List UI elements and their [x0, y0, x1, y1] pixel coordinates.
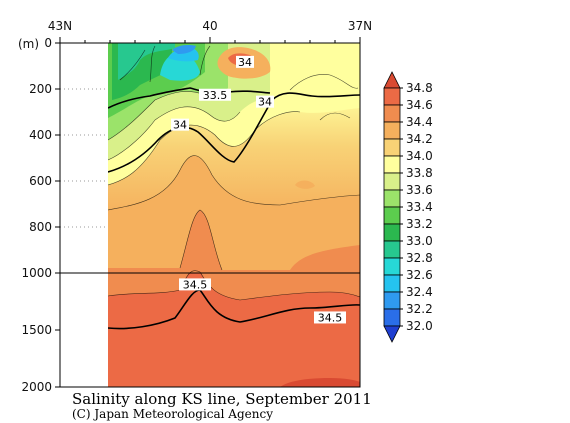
contour-label-bg	[179, 278, 211, 291]
colorbar-top-arrow	[383, 71, 401, 89]
contour-thin-3	[108, 111, 301, 186]
chart-title: Salinity along KS line, September 2011	[72, 390, 372, 408]
contour-thin-6	[108, 270, 360, 301]
colorbar-box	[383, 138, 401, 157]
band-34-8-deep	[280, 378, 360, 387]
contour-thin-11	[319, 112, 351, 121]
y-tick-label: 400	[29, 128, 52, 142]
contour-label: 33.5	[203, 89, 228, 102]
colorbar-label: 33.0	[406, 234, 433, 248]
colorbar-box	[383, 87, 401, 106]
colorbar-label: 33.4	[406, 200, 433, 214]
contour-label: 34	[238, 56, 252, 69]
gridlines	[60, 88, 108, 228]
contour-33-5	[108, 87, 271, 109]
y-tick-label: 1000	[21, 266, 52, 280]
contour-thin-4	[108, 155, 360, 211]
y-tick-label: 800	[29, 220, 52, 234]
band-34-6	[108, 210, 360, 273]
colorbar-box	[383, 223, 401, 242]
contour-label: 34	[173, 119, 187, 132]
contour-thin-9	[199, 45, 211, 76]
contour-label-bg	[236, 55, 254, 68]
colorbar-box	[383, 206, 401, 225]
colorbar-box	[383, 189, 401, 208]
contour-thin-lines	[108, 45, 360, 301]
contour-34-0	[108, 92, 360, 173]
colorbar-label: 32.2	[406, 302, 433, 316]
colorbar-label: 32.6	[406, 268, 433, 282]
band-34-4-patch	[295, 180, 315, 189]
colorbar-box	[383, 172, 401, 191]
band-34-6-deep	[108, 270, 360, 300]
contour-label-bg	[171, 118, 189, 131]
colorbar-box	[383, 291, 401, 310]
colorbar-box	[383, 308, 401, 327]
y-axis: 0 200 400 600 800 1000 1500 2000	[21, 36, 60, 394]
band-32-4	[172, 45, 196, 54]
x-tick-label: 37N	[348, 19, 372, 33]
colorbar-box	[383, 155, 401, 174]
y-axis-unit: (m)	[18, 37, 39, 51]
y-tick-label: 200	[29, 82, 52, 96]
y-tick-label: 600	[29, 174, 52, 188]
contour-thin-7	[119, 49, 146, 81]
contour-label: 34.5	[318, 311, 343, 324]
x-axis: 43N 40 37N	[48, 19, 372, 43]
colorbar-label: 32.8	[406, 251, 433, 265]
colorbar-label: 33.6	[406, 183, 433, 197]
colorbar-label: 34.4	[406, 115, 433, 129]
colorbar-box	[383, 104, 401, 123]
contour-thin-5	[179, 209, 223, 271]
contour-thin-1	[108, 91, 206, 141]
contour-label: 34.5	[183, 278, 208, 291]
band-34-4	[108, 155, 360, 273]
colorbar-label: 33.2	[406, 217, 433, 231]
colorbar-box	[383, 121, 401, 140]
colorbar-label: 34.2	[406, 132, 433, 146]
colorbar-label: 32.0	[406, 319, 433, 333]
colorbar-box	[383, 240, 401, 259]
y-tick-label: 0	[44, 36, 52, 50]
colorbar: 32.0 32.2 32.4 32.6 32.8 33.0 33.2 33.4 33.6 33.8…	[383, 71, 433, 343]
contour-label: 34	[258, 96, 272, 109]
contour-thin-8	[149, 45, 156, 83]
salinity-field	[108, 43, 360, 387]
chart-credit: (C) Japan Meteorological Agency	[72, 407, 273, 421]
colorbar-label: 34.8	[406, 81, 433, 95]
y-tick-label: 2000	[21, 380, 52, 394]
contour-label-bg	[256, 95, 274, 108]
colorbar-label: 34.6	[406, 98, 433, 112]
colorbar-bottom-arrow	[383, 325, 401, 343]
contour-thin-2	[108, 106, 241, 161]
contour-34-5	[108, 289, 360, 330]
contour-thin-10	[289, 74, 359, 91]
x-tick-label: 43N	[48, 19, 72, 33]
contour-labels: 34 33.5 34 34 34.5 34.5	[171, 55, 346, 324]
contour-label-bg	[314, 311, 346, 324]
colorbar-box	[383, 257, 401, 276]
colorbar-label: 32.4	[406, 285, 433, 299]
y-tick-label: 1500	[21, 323, 52, 337]
x-tick-label: 40	[202, 19, 217, 33]
colorbar-label: 34.0	[406, 149, 433, 163]
colorbar-box	[383, 274, 401, 293]
band-33-0	[118, 43, 175, 80]
colorbar-label: 33.8	[406, 166, 433, 180]
contour-label-bg	[199, 88, 231, 101]
contour-lines	[108, 87, 360, 330]
